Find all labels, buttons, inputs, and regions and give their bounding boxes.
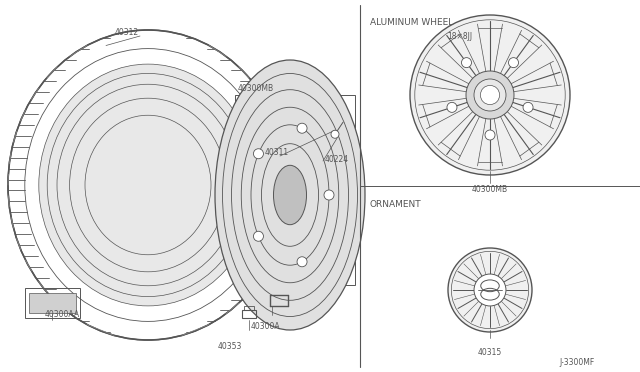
- Circle shape: [474, 79, 506, 111]
- Text: 40300MB: 40300MB: [472, 185, 508, 194]
- Bar: [244, 306, 254, 310]
- Text: 40311: 40311: [265, 148, 289, 157]
- Text: 40353: 40353: [218, 342, 242, 351]
- Text: 40300AA: 40300AA: [45, 310, 80, 319]
- Circle shape: [253, 231, 264, 241]
- Circle shape: [447, 102, 457, 112]
- Circle shape: [410, 15, 570, 175]
- Text: J-3300MF: J-3300MF: [560, 358, 595, 367]
- Ellipse shape: [39, 64, 257, 306]
- Circle shape: [324, 190, 334, 200]
- Ellipse shape: [8, 30, 288, 340]
- Ellipse shape: [215, 60, 365, 330]
- Circle shape: [523, 102, 533, 112]
- Text: 40300A: 40300A: [250, 322, 280, 331]
- Circle shape: [485, 130, 495, 140]
- Text: ALUMINUM WHEEL: ALUMINUM WHEEL: [370, 18, 453, 27]
- Text: 40224: 40224: [325, 155, 349, 164]
- Bar: [25, 288, 80, 318]
- Circle shape: [481, 86, 500, 105]
- Bar: [242, 310, 256, 318]
- Text: 40315: 40315: [478, 348, 502, 357]
- Circle shape: [509, 58, 518, 68]
- Text: 18×8JJ: 18×8JJ: [447, 32, 472, 41]
- Circle shape: [297, 123, 307, 133]
- Circle shape: [331, 130, 339, 138]
- Text: 40300MB: 40300MB: [238, 84, 274, 93]
- Circle shape: [466, 71, 514, 119]
- Circle shape: [461, 58, 472, 68]
- Text: 40312: 40312: [115, 28, 139, 37]
- Ellipse shape: [273, 165, 307, 225]
- Circle shape: [448, 248, 532, 332]
- Circle shape: [253, 149, 264, 159]
- Text: ORNAMENT: ORNAMENT: [370, 200, 422, 209]
- Bar: [29, 293, 76, 313]
- Circle shape: [474, 274, 506, 306]
- Bar: [235, 95, 355, 285]
- Circle shape: [297, 257, 307, 267]
